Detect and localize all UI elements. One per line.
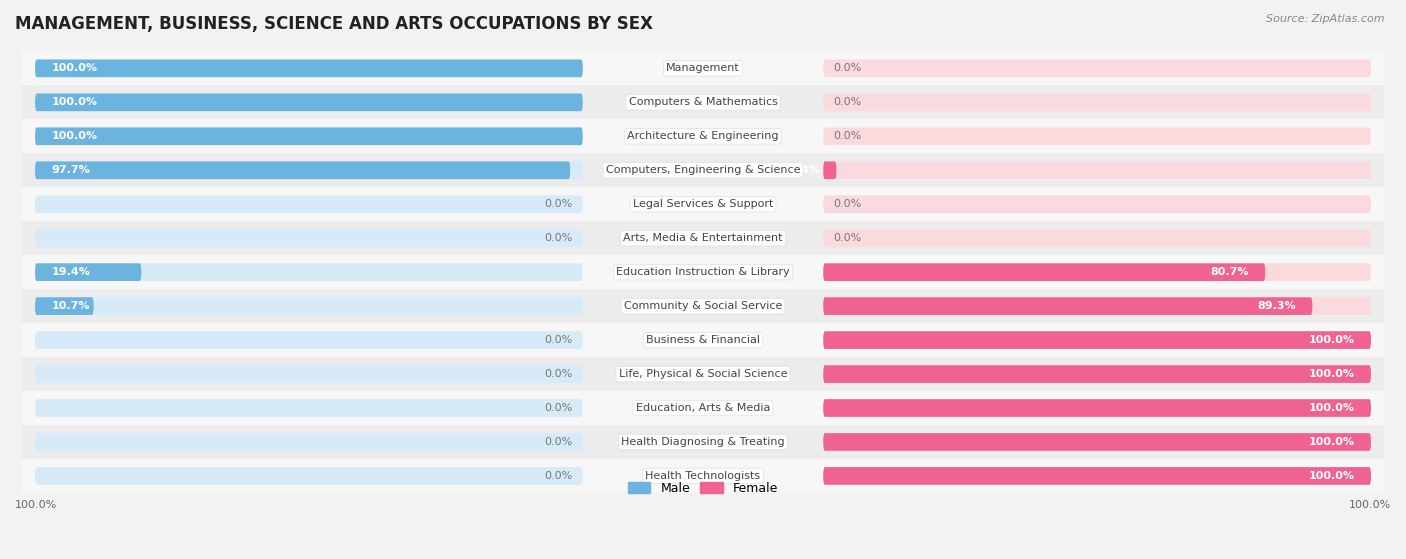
Text: 100.0%: 100.0%	[52, 63, 98, 73]
FancyBboxPatch shape	[35, 93, 582, 111]
Text: Computers & Mathematics: Computers & Mathematics	[628, 97, 778, 107]
FancyBboxPatch shape	[35, 127, 582, 145]
FancyBboxPatch shape	[35, 59, 582, 77]
FancyBboxPatch shape	[35, 297, 582, 315]
Text: 100.0%: 100.0%	[1308, 471, 1354, 481]
Text: 0.0%: 0.0%	[834, 63, 862, 73]
FancyBboxPatch shape	[35, 229, 582, 247]
Text: Business & Financial: Business & Financial	[645, 335, 761, 345]
FancyBboxPatch shape	[824, 162, 837, 179]
Text: Management: Management	[666, 63, 740, 73]
FancyBboxPatch shape	[824, 433, 1371, 451]
FancyBboxPatch shape	[35, 162, 571, 179]
FancyBboxPatch shape	[824, 365, 1371, 383]
Text: 0.0%: 0.0%	[834, 97, 862, 107]
FancyBboxPatch shape	[21, 255, 1385, 289]
Text: 0.0%: 0.0%	[544, 369, 572, 379]
FancyBboxPatch shape	[824, 59, 1371, 77]
FancyBboxPatch shape	[21, 323, 1385, 357]
Text: 100.0%: 100.0%	[52, 131, 98, 141]
FancyBboxPatch shape	[824, 467, 1371, 485]
FancyBboxPatch shape	[35, 433, 582, 451]
FancyBboxPatch shape	[824, 162, 1371, 179]
FancyBboxPatch shape	[824, 297, 1371, 315]
FancyBboxPatch shape	[35, 297, 94, 315]
FancyBboxPatch shape	[824, 196, 1371, 213]
Text: Architecture & Engineering: Architecture & Engineering	[627, 131, 779, 141]
Text: 0.0%: 0.0%	[544, 471, 572, 481]
FancyBboxPatch shape	[824, 399, 1371, 417]
Text: 100.0%: 100.0%	[1308, 437, 1354, 447]
FancyBboxPatch shape	[35, 399, 582, 417]
Text: 0.0%: 0.0%	[834, 199, 862, 209]
Text: Legal Services & Support: Legal Services & Support	[633, 199, 773, 209]
Text: Community & Social Service: Community & Social Service	[624, 301, 782, 311]
Text: 0.0%: 0.0%	[834, 131, 862, 141]
FancyBboxPatch shape	[824, 365, 1371, 383]
FancyBboxPatch shape	[21, 289, 1385, 323]
FancyBboxPatch shape	[21, 86, 1385, 119]
FancyBboxPatch shape	[21, 425, 1385, 459]
FancyBboxPatch shape	[21, 153, 1385, 187]
FancyBboxPatch shape	[824, 331, 1371, 349]
FancyBboxPatch shape	[824, 467, 1371, 485]
Text: 0.0%: 0.0%	[544, 199, 572, 209]
Text: 100.0%: 100.0%	[52, 97, 98, 107]
Text: 100.0%: 100.0%	[1308, 369, 1354, 379]
Text: 89.3%: 89.3%	[1257, 301, 1296, 311]
FancyBboxPatch shape	[21, 119, 1385, 153]
FancyBboxPatch shape	[824, 93, 1371, 111]
Text: 100.0%: 100.0%	[1308, 335, 1354, 345]
FancyBboxPatch shape	[824, 263, 1371, 281]
FancyBboxPatch shape	[21, 459, 1385, 493]
Text: 100.0%: 100.0%	[15, 500, 58, 510]
FancyBboxPatch shape	[35, 162, 582, 179]
FancyBboxPatch shape	[824, 433, 1371, 451]
FancyBboxPatch shape	[35, 127, 582, 145]
FancyBboxPatch shape	[35, 263, 141, 281]
FancyBboxPatch shape	[21, 357, 1385, 391]
FancyBboxPatch shape	[35, 196, 582, 213]
FancyBboxPatch shape	[35, 93, 582, 111]
Text: Health Technologists: Health Technologists	[645, 471, 761, 481]
Text: 0.0%: 0.0%	[544, 233, 572, 243]
FancyBboxPatch shape	[824, 263, 1265, 281]
Text: 80.7%: 80.7%	[1211, 267, 1249, 277]
FancyBboxPatch shape	[35, 467, 582, 485]
Text: 100.0%: 100.0%	[1308, 403, 1354, 413]
Text: Source: ZipAtlas.com: Source: ZipAtlas.com	[1267, 14, 1385, 24]
Text: Computers, Engineering & Science: Computers, Engineering & Science	[606, 165, 800, 176]
Legend: Male, Female: Male, Female	[623, 477, 783, 500]
FancyBboxPatch shape	[21, 221, 1385, 255]
FancyBboxPatch shape	[21, 51, 1385, 86]
FancyBboxPatch shape	[21, 187, 1385, 221]
Text: 0.0%: 0.0%	[544, 335, 572, 345]
Text: MANAGEMENT, BUSINESS, SCIENCE AND ARTS OCCUPATIONS BY SEX: MANAGEMENT, BUSINESS, SCIENCE AND ARTS O…	[15, 15, 652, 33]
Text: Education Instruction & Library: Education Instruction & Library	[616, 267, 790, 277]
FancyBboxPatch shape	[824, 331, 1371, 349]
FancyBboxPatch shape	[35, 331, 582, 349]
Text: 10.7%: 10.7%	[52, 301, 90, 311]
Text: 100.0%: 100.0%	[1348, 500, 1391, 510]
Text: 0.0%: 0.0%	[834, 233, 862, 243]
Text: Health Diagnosing & Treating: Health Diagnosing & Treating	[621, 437, 785, 447]
Text: Life, Physical & Social Science: Life, Physical & Social Science	[619, 369, 787, 379]
FancyBboxPatch shape	[824, 399, 1371, 417]
FancyBboxPatch shape	[35, 263, 582, 281]
Text: 97.7%: 97.7%	[52, 165, 90, 176]
Text: Education, Arts & Media: Education, Arts & Media	[636, 403, 770, 413]
Text: 19.4%: 19.4%	[52, 267, 90, 277]
Text: Arts, Media & Entertainment: Arts, Media & Entertainment	[623, 233, 783, 243]
FancyBboxPatch shape	[35, 59, 582, 77]
Text: 0.0%: 0.0%	[544, 403, 572, 413]
FancyBboxPatch shape	[35, 365, 582, 383]
FancyBboxPatch shape	[824, 127, 1371, 145]
FancyBboxPatch shape	[21, 391, 1385, 425]
FancyBboxPatch shape	[824, 229, 1371, 247]
Text: 0.0%: 0.0%	[544, 437, 572, 447]
Text: 2.4%: 2.4%	[789, 165, 820, 176]
FancyBboxPatch shape	[824, 297, 1312, 315]
